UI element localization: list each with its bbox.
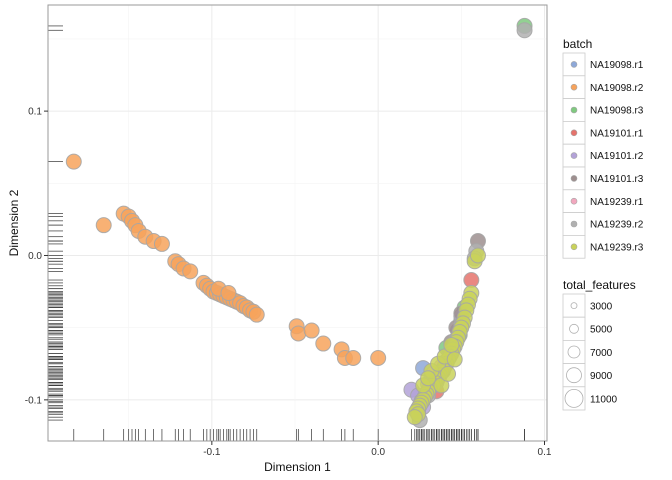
legend-entry-label: NA19101.r3 bbox=[590, 174, 644, 185]
size-legend-label: 7000 bbox=[590, 348, 613, 359]
legend-entry-label: NA19239.r1 bbox=[590, 197, 644, 208]
size-legend-label: 3000 bbox=[590, 302, 613, 313]
data-point bbox=[516, 22, 533, 39]
data-point bbox=[469, 247, 486, 264]
legend-key-swatch bbox=[570, 175, 578, 182]
plot-panel-border bbox=[47, 4, 548, 442]
size-key-circle bbox=[569, 323, 579, 334]
data-point bbox=[182, 263, 199, 280]
data-point bbox=[443, 336, 460, 353]
legend-key-swatch bbox=[570, 106, 578, 114]
legend-entry-label: NA19098.r3 bbox=[590, 106, 644, 117]
color-legend-title: batch bbox=[563, 37, 592, 51]
x-axis-tick-label: -0.1 bbox=[203, 447, 221, 458]
data-point bbox=[446, 351, 463, 368]
legend-key-swatch bbox=[570, 129, 578, 137]
data-point bbox=[370, 349, 387, 366]
y-axis-tick-label: -0.1 bbox=[25, 395, 43, 406]
color-legend-keys: NA19098.r1 NA19098.r2 NA19098.r3 NA19101.r1… bbox=[562, 52, 644, 259]
legend-entry-label: NA19098.r1 bbox=[590, 60, 644, 71]
x-axis-title: Dimension 1 bbox=[264, 460, 331, 474]
legend-key-swatch bbox=[570, 83, 578, 91]
size-legend-label: 9000 bbox=[590, 371, 613, 382]
data-point bbox=[315, 335, 332, 352]
data-point bbox=[153, 235, 170, 252]
legend-entry-label: NA19101.r2 bbox=[590, 151, 644, 162]
legend-key-swatch bbox=[570, 197, 578, 205]
y-axis-tick-label: 0.0 bbox=[28, 251, 42, 262]
legend-entry-label: NA19239.r2 bbox=[590, 220, 644, 231]
plot-panel bbox=[47, 4, 548, 442]
size-key-circle bbox=[567, 345, 581, 359]
data-point bbox=[95, 217, 112, 234]
size-key-circle bbox=[566, 367, 582, 384]
data-point bbox=[65, 153, 82, 170]
data-point bbox=[420, 370, 437, 387]
legend-key-swatch bbox=[570, 152, 578, 159]
data-point bbox=[290, 325, 307, 342]
legend-key-swatch bbox=[570, 61, 578, 68]
legend-entry-label: NA19101.r1 bbox=[590, 128, 644, 139]
size-legend-label: 5000 bbox=[590, 325, 613, 336]
y-axis-tick-label: 0.1 bbox=[28, 107, 42, 118]
data-point bbox=[345, 349, 362, 366]
data-point bbox=[440, 365, 457, 382]
data-point bbox=[406, 409, 423, 426]
axes: -0.1 0.0 0.1 -0.1 0.0 0.1 bbox=[25, 107, 552, 458]
legend-key-swatch bbox=[570, 220, 578, 228]
plot-panel-background bbox=[48, 5, 547, 441]
y-axis-title: Dimension 2 bbox=[7, 189, 21, 256]
rug-marks bbox=[48, 25, 525, 441]
data-point bbox=[248, 306, 265, 323]
x-axis-tick-label: 0.0 bbox=[371, 447, 385, 458]
data-point bbox=[220, 285, 237, 302]
legend-key-swatch bbox=[570, 243, 578, 251]
size-key-circle bbox=[570, 302, 578, 310]
data-point bbox=[303, 322, 320, 339]
data-points bbox=[65, 17, 533, 429]
size-key-circle bbox=[564, 388, 584, 408]
size-legend-label: 11000 bbox=[590, 394, 618, 405]
legend-entry-label: NA19098.r2 bbox=[590, 83, 644, 94]
legend: batch NA19098.r1NA19098.r2NA19098.r3NA19… bbox=[562, 37, 644, 411]
size-legend-keys: 3000 5000 7000 9000 11000 bbox=[562, 293, 618, 411]
x-axis-tick-label: 0.1 bbox=[538, 447, 552, 458]
legend-entry-label: NA19239.r3 bbox=[590, 242, 644, 253]
size-legend-title: total_features bbox=[563, 278, 636, 292]
